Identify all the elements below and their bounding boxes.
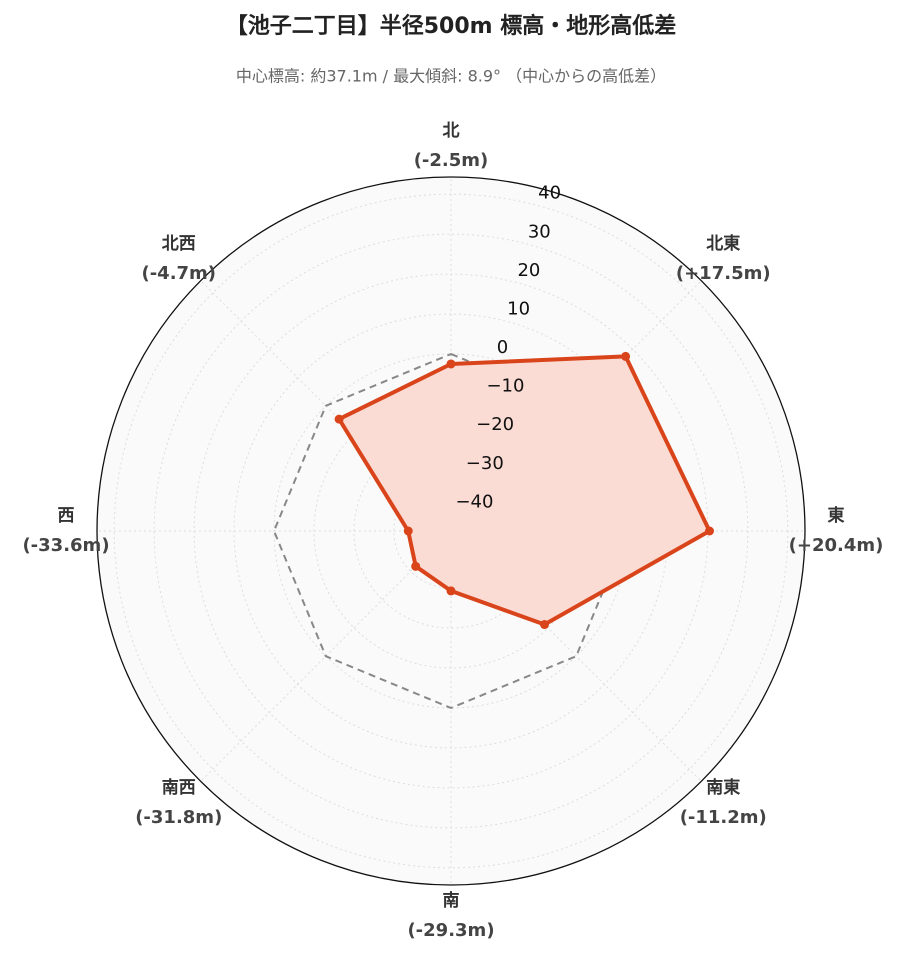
series-marker: [334, 414, 344, 424]
radial-tick-label: 10: [507, 298, 530, 319]
angular-value-label: (-33.6m): [22, 535, 109, 556]
series-marker: [621, 351, 631, 361]
radial-tick-label: −10: [486, 376, 524, 397]
angular-value-label: (+17.5m): [676, 263, 771, 284]
series-marker: [540, 620, 550, 630]
chart-subtitle: 中心標高: 約37.1m / 最大傾斜: 8.9° （中心からの高低差）: [236, 67, 666, 86]
series-marker: [705, 526, 715, 536]
radial-tick-label: 40: [538, 183, 561, 204]
chart-title: 【池子二丁目】半径500m 標高・地形高低差: [226, 13, 677, 39]
radial-tick-label: 20: [517, 260, 540, 281]
angular-label: 南西: [162, 777, 196, 798]
series-marker: [446, 359, 456, 369]
angular-value-label: (-31.8m): [135, 807, 222, 828]
angular-value-label: (-4.7m): [141, 263, 216, 284]
radial-tick-label: −30: [466, 453, 504, 474]
series-marker: [411, 561, 421, 571]
radial-tick-label: −20: [476, 414, 514, 435]
spoke: [450, 530, 702, 782]
radial-tick-label: 0: [497, 337, 508, 358]
plot-border: [96, 176, 806, 886]
angular-label: 東: [828, 505, 845, 526]
angular-label: 西: [58, 506, 75, 526]
angular-value-label: (-29.3m): [407, 920, 494, 941]
angular-label: 北: [443, 121, 460, 141]
angular-label: 南: [443, 890, 460, 911]
angular-label: 南東: [706, 777, 740, 798]
radial-tick-label: 30: [528, 221, 551, 242]
angular-value-label: (-11.2m): [680, 807, 767, 828]
radial-tick-label: −40: [455, 491, 493, 512]
angular-label: 北東: [706, 233, 740, 254]
angular-label: 北西: [162, 234, 196, 254]
angular-value-label: (+20.4m): [789, 535, 884, 556]
angular-value-label: (-2.5m): [414, 150, 489, 171]
series-marker: [403, 526, 413, 536]
series-marker: [446, 586, 456, 596]
